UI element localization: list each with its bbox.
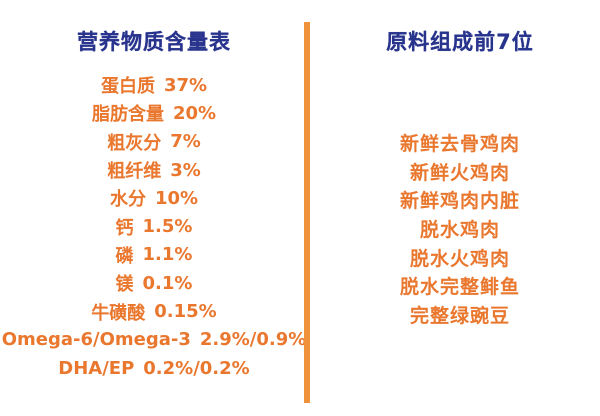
nutrient-label: 镁 bbox=[115, 274, 134, 296]
nutrient-row: 粗纤维 3% bbox=[0, 156, 308, 184]
nutrient-value: 20% bbox=[172, 102, 217, 124]
nutrient-panel: 营养物质含量表 蛋白质 37% 脂肪含量 20% 粗灰分 7% 粗纤维 3% 水… bbox=[0, 30, 308, 382]
ingredient-item: 新鲜火鸡肉 bbox=[409, 161, 510, 184]
nutrient-label: Omega-6/Omega-3 bbox=[1, 329, 191, 351]
nutrient-row: 脂肪含量 20% bbox=[0, 99, 308, 127]
nutrient-row: Omega-6/Omega-3 2.9%/0.9% bbox=[0, 326, 308, 354]
nutrient-label: 水分 bbox=[109, 189, 146, 211]
nutrient-value: 0.1% bbox=[142, 272, 193, 294]
nutrient-row: 磷 1.1% bbox=[0, 241, 308, 269]
nutrient-label: 脂肪含量 bbox=[91, 104, 164, 126]
ingredient-item: 新鲜去骨鸡肉 bbox=[399, 132, 520, 155]
nutrient-value: 37% bbox=[163, 74, 208, 96]
ingredient-item: 脱水鸡肉 bbox=[419, 218, 500, 241]
nutrient-list: 蛋白质 37% 脂肪含量 20% 粗灰分 7% 粗纤维 3% 水分 10% 钙 … bbox=[0, 71, 308, 382]
ingredient-panel: 原料组成前7位 新鲜去骨鸡肉 新鲜火鸡肉 新鲜鸡肉内脏 脱水鸡肉 脱水火鸡肉 脱… bbox=[314, 0, 600, 416]
nutrient-row: 镁 0.1% bbox=[0, 269, 308, 297]
nutrient-label: 牛磺酸 bbox=[91, 302, 146, 324]
nutrient-value: 1.1% bbox=[142, 244, 193, 266]
vertical-divider bbox=[304, 22, 310, 403]
nutrient-label: 粗纤维 bbox=[107, 161, 162, 183]
ingredient-item: 完整绿豌豆 bbox=[409, 304, 510, 327]
nutrient-label: 蛋白质 bbox=[100, 76, 155, 98]
nutrient-row: 粗灰分 7% bbox=[0, 128, 308, 156]
nutrient-label: DHA/EP bbox=[58, 357, 135, 379]
nutrient-label: 钙 bbox=[115, 217, 134, 239]
nutrient-value: 7% bbox=[170, 131, 201, 153]
ingredient-item: 脱水火鸡肉 bbox=[409, 247, 510, 270]
nutrient-row: 蛋白质 37% bbox=[0, 71, 308, 99]
ingredient-panel-title: 原料组成前7位 bbox=[386, 30, 534, 54]
nutrient-row: 牛磺酸 0.15% bbox=[0, 297, 308, 325]
nutrient-row: 水分 10% bbox=[0, 184, 308, 212]
nutrient-value: 10% bbox=[154, 187, 199, 209]
ingredient-item: 脱水完整鲱鱼 bbox=[399, 276, 520, 299]
nutrient-value: 0.2%/0.2% bbox=[143, 357, 250, 379]
nutrient-row: 钙 1.5% bbox=[0, 212, 308, 240]
nutrient-value: 0.15% bbox=[154, 301, 217, 323]
nutrient-label: 磷 bbox=[115, 245, 134, 267]
ingredient-item: 新鲜鸡肉内脏 bbox=[399, 190, 520, 213]
ingredient-list: 新鲜去骨鸡肉 新鲜火鸡肉 新鲜鸡肉内脏 脱水鸡肉 脱水火鸡肉 脱水完整鲱鱼 完整… bbox=[314, 128, 600, 329]
nutrient-label: 粗灰分 bbox=[107, 132, 162, 154]
nutrient-value: 3% bbox=[170, 159, 201, 181]
nutrient-value: 1.5% bbox=[142, 216, 193, 238]
nutrient-row: DHA/EP 0.2%/0.2% bbox=[0, 354, 308, 382]
nutrient-value: 2.9%/0.9% bbox=[199, 329, 307, 351]
nutrient-panel-title: 营养物质含量表 bbox=[77, 30, 231, 54]
